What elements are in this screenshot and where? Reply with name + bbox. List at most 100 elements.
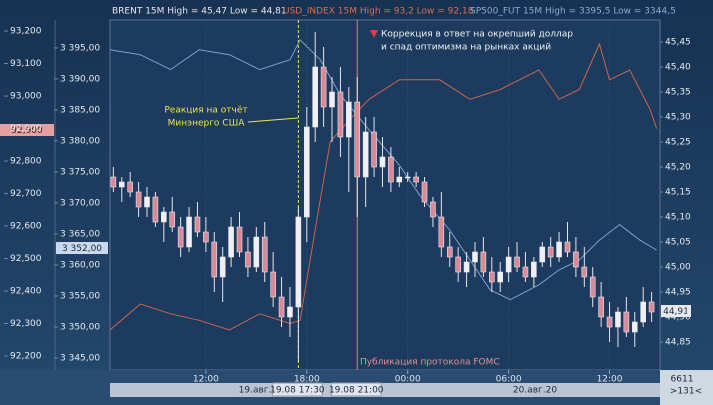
candle-body xyxy=(430,201,436,218)
y-tick-label: 93,100 xyxy=(10,59,42,69)
annotation: Минэнерго США xyxy=(168,119,246,129)
candle-body xyxy=(396,176,403,183)
y-tick-label: 92,800 xyxy=(10,157,42,167)
candle-body xyxy=(110,176,117,188)
y-tick-label: 45,25 xyxy=(665,138,691,148)
annotation: Коррекция в ответ на окрепший доллар xyxy=(381,30,573,40)
line-series xyxy=(109,42,658,331)
legend-usd: USD_INDEX 15M High = 93,2 Low = 92,18 xyxy=(283,7,474,17)
candle-body xyxy=(278,296,285,318)
candle-body xyxy=(615,311,621,328)
candle-body xyxy=(589,276,596,298)
candle-body xyxy=(631,321,638,333)
candle-body xyxy=(514,256,520,268)
candle-body xyxy=(329,91,335,108)
y-tick-label: 45,00 xyxy=(665,263,691,273)
price-tag-label: 44,91 xyxy=(663,307,689,317)
y-tick-label: 92,600 xyxy=(10,222,42,232)
price-tag-label: 92,900 xyxy=(11,126,43,136)
candle-body xyxy=(144,196,150,208)
candle-body xyxy=(320,66,327,108)
y-tick-label: 3 380,00 xyxy=(60,136,100,146)
y-tick-label: 3 365,00 xyxy=(60,229,100,239)
candle-body xyxy=(598,296,604,318)
candle-body xyxy=(388,156,394,183)
status-count: 6611 xyxy=(671,375,694,385)
candle-body xyxy=(421,181,428,203)
y-tick-label: 92,400 xyxy=(10,287,42,297)
event-label: 19.08 17:30 xyxy=(270,386,325,396)
y-tick-label: 3 350,00 xyxy=(60,322,100,332)
candle-body xyxy=(161,211,167,223)
x-tick-label: 12:00 xyxy=(193,375,219,385)
candle-body xyxy=(219,256,226,278)
y-tick-label: 44,85 xyxy=(665,338,691,348)
candle-body xyxy=(539,246,546,263)
candle-body xyxy=(362,131,369,178)
candle-body xyxy=(505,256,512,273)
event-box xyxy=(271,382,323,397)
price-tag xyxy=(0,124,54,136)
x-tick-label: 00:00 xyxy=(395,375,421,385)
y-tick-label: 3 370,00 xyxy=(60,198,100,208)
status-range: >131< xyxy=(670,387,702,397)
candle-body xyxy=(228,226,234,258)
candle-body xyxy=(648,301,655,313)
line-series xyxy=(109,38,657,301)
annotation-arrow xyxy=(370,30,378,38)
candle-body xyxy=(312,66,318,128)
annotation: и спад оптимизма на рынках акций xyxy=(381,43,551,53)
candle-body xyxy=(346,101,352,138)
event-box xyxy=(330,382,382,397)
y-tick-label: 44,90 xyxy=(665,313,691,323)
y-tick-label: 3 385,00 xyxy=(60,105,100,115)
candle-body xyxy=(287,306,293,318)
y-tick-label: 45,40 xyxy=(665,63,691,73)
candle-body xyxy=(531,261,537,278)
candle-body xyxy=(261,236,268,273)
candle-body xyxy=(581,266,588,278)
candle-body xyxy=(472,251,478,263)
y-tick-label: 3 375,00 xyxy=(60,167,100,177)
candle-body xyxy=(489,271,495,283)
y-tick-label: 92,300 xyxy=(10,319,42,329)
candle-body xyxy=(371,131,377,168)
annotation: Публикация протокола FOMC xyxy=(360,358,500,368)
y-tick-label: 45,05 xyxy=(665,238,691,248)
candle-body xyxy=(186,216,192,248)
y-tick-label: 45,30 xyxy=(665,113,691,123)
date-label: 19.авг. xyxy=(239,386,272,396)
candle-body xyxy=(438,216,445,248)
candle-body xyxy=(379,156,386,168)
candle-body xyxy=(354,101,361,178)
price-tag-label: 3 352,00 xyxy=(62,244,102,254)
y-tick-label: 3 345,00 xyxy=(60,353,100,363)
x-tick-label: 06:00 xyxy=(496,375,522,385)
y-tick-label: 45,10 xyxy=(665,213,691,223)
candle-body xyxy=(194,216,201,233)
candle-body xyxy=(118,181,125,188)
candle-body xyxy=(564,241,571,253)
candle-body xyxy=(640,301,646,323)
price-tag xyxy=(661,305,691,317)
candle-body xyxy=(463,261,470,273)
candle-body xyxy=(253,236,260,268)
candle-body xyxy=(135,191,142,208)
candle-body xyxy=(295,216,302,308)
candle-body xyxy=(236,226,243,253)
y-tick-label: 44,95 xyxy=(665,288,691,298)
y-tick-label: 92,500 xyxy=(10,254,42,264)
candle-body xyxy=(573,251,579,268)
candle-body xyxy=(606,316,613,328)
candle-body xyxy=(127,181,133,193)
candle-body xyxy=(480,251,487,273)
y-tick-label: 93,200 xyxy=(10,27,42,37)
price-tag xyxy=(56,242,108,254)
y-tick-label: 45,15 xyxy=(665,188,691,198)
candle-body xyxy=(547,246,554,258)
status-box xyxy=(660,370,713,405)
candle-body xyxy=(337,91,344,138)
plot-area xyxy=(109,19,661,371)
candle-body xyxy=(245,251,251,268)
